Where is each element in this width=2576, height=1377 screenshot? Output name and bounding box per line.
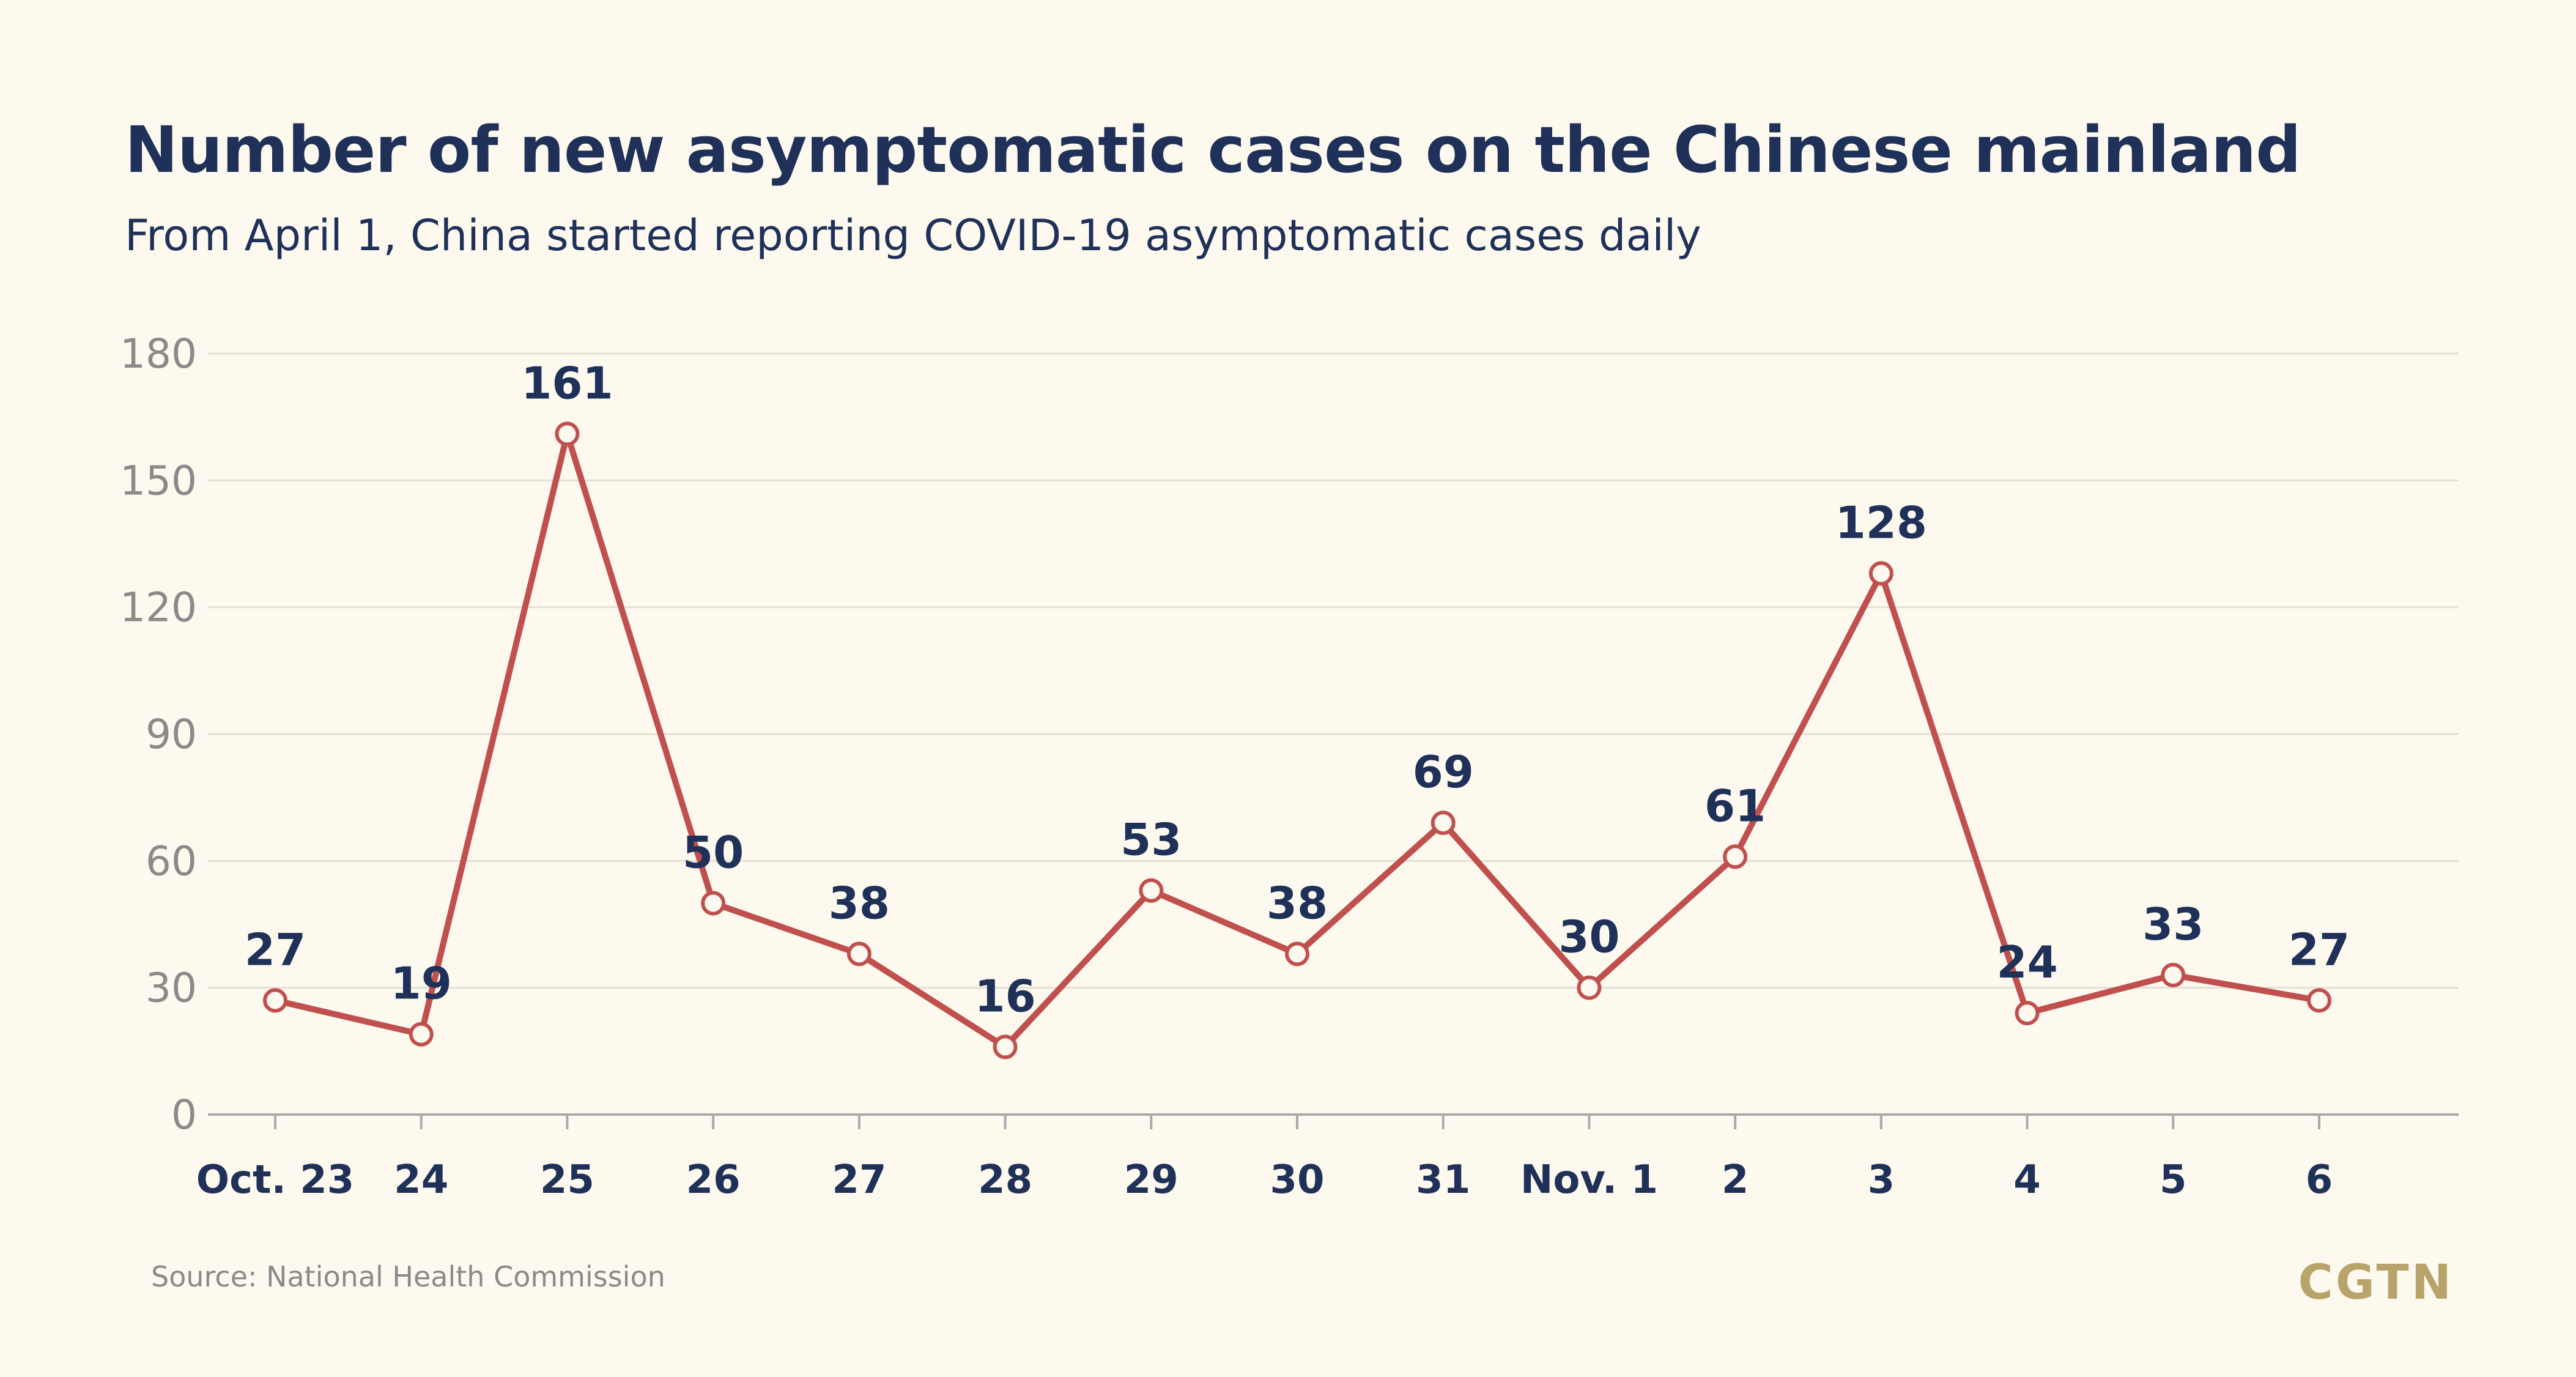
source-note: Source: National Health Commission xyxy=(151,1260,665,1293)
data-label: 128 xyxy=(1835,497,1927,548)
x-tick-label: 27 xyxy=(832,1157,886,1203)
data-label: 53 xyxy=(1120,814,1182,866)
data-label: 27 xyxy=(245,924,306,975)
data-label: 38 xyxy=(1267,877,1328,929)
x-tick-label: Oct. 23 xyxy=(196,1157,355,1203)
data-point xyxy=(1430,811,1456,836)
y-tick-label: 30 xyxy=(146,965,197,1012)
data-point xyxy=(1285,941,1309,967)
data-label: 19 xyxy=(391,958,452,1009)
series-cases xyxy=(263,421,2331,1060)
x-tick-label: Nov. 1 xyxy=(1520,1157,1658,1203)
data-point xyxy=(2161,962,2186,987)
data-labels: 27 19 161 50 38 16 53 38 69 30 61 128 24 33 27 xyxy=(245,357,2350,1022)
x-tick-label: 24 xyxy=(394,1157,448,1203)
x-tick-label: 2 xyxy=(1722,1157,1749,1203)
x-tick-label: 29 xyxy=(1124,1157,1179,1203)
y-tick-label: 120 xyxy=(120,584,197,631)
data-point xyxy=(263,988,287,1013)
x-tick-label: 4 xyxy=(2013,1157,2041,1203)
cgtn-logo: CGTN xyxy=(2298,1255,2454,1310)
data-point xyxy=(2015,1001,2040,1026)
data-label: 16 xyxy=(974,970,1035,1022)
x-tick-label: 25 xyxy=(540,1157,594,1203)
data-label: 161 xyxy=(521,357,613,409)
data-label: 61 xyxy=(1704,780,1766,831)
data-point xyxy=(409,1022,434,1047)
x-tick-label: 6 xyxy=(2306,1157,2333,1203)
x-tick-label: 5 xyxy=(2160,1157,2187,1203)
y-tick-label: 0 xyxy=(171,1091,197,1138)
y-axis-ticks: 0 30 60 90 120 150 180 xyxy=(120,330,197,1138)
x-tick-label: 26 xyxy=(686,1157,741,1203)
data-point xyxy=(1723,844,1748,869)
data-label: 27 xyxy=(2289,924,2350,975)
y-tick-label: 90 xyxy=(146,711,197,758)
data-label: 50 xyxy=(683,826,744,878)
y-tick-label: 180 xyxy=(120,330,197,377)
data-point xyxy=(1139,878,1164,903)
data-label: 24 xyxy=(1996,937,2057,988)
chart-subtitle: From April 1, China started reporting CO… xyxy=(125,210,1701,261)
data-point xyxy=(1868,561,1893,586)
data-point xyxy=(2307,988,2331,1013)
data-label: 30 xyxy=(1558,911,1619,963)
data-point xyxy=(993,1034,1018,1060)
y-tick-label: 150 xyxy=(120,457,197,504)
data-point xyxy=(1577,975,1602,1000)
x-tick-label: 30 xyxy=(1270,1157,1324,1203)
data-label: 38 xyxy=(829,877,890,929)
x-tick-label: 31 xyxy=(1416,1157,1470,1203)
data-point xyxy=(701,891,726,916)
grid-lines xyxy=(208,352,2459,989)
data-point xyxy=(846,941,872,967)
data-point xyxy=(555,421,580,447)
x-tick-label: 28 xyxy=(978,1157,1032,1203)
x-tick-label: 3 xyxy=(1868,1157,1895,1203)
chart-title: Number of new asymptomatic cases on the … xyxy=(125,113,2301,187)
y-tick-label: 60 xyxy=(146,837,197,885)
data-label: 69 xyxy=(1413,746,1474,798)
x-axis-ticks: Oct. 23 24 25 26 27 28 29 30 31 Nov. 1 2 3 4 5 6 xyxy=(196,1115,2333,1203)
data-label: 33 xyxy=(2142,899,2204,950)
